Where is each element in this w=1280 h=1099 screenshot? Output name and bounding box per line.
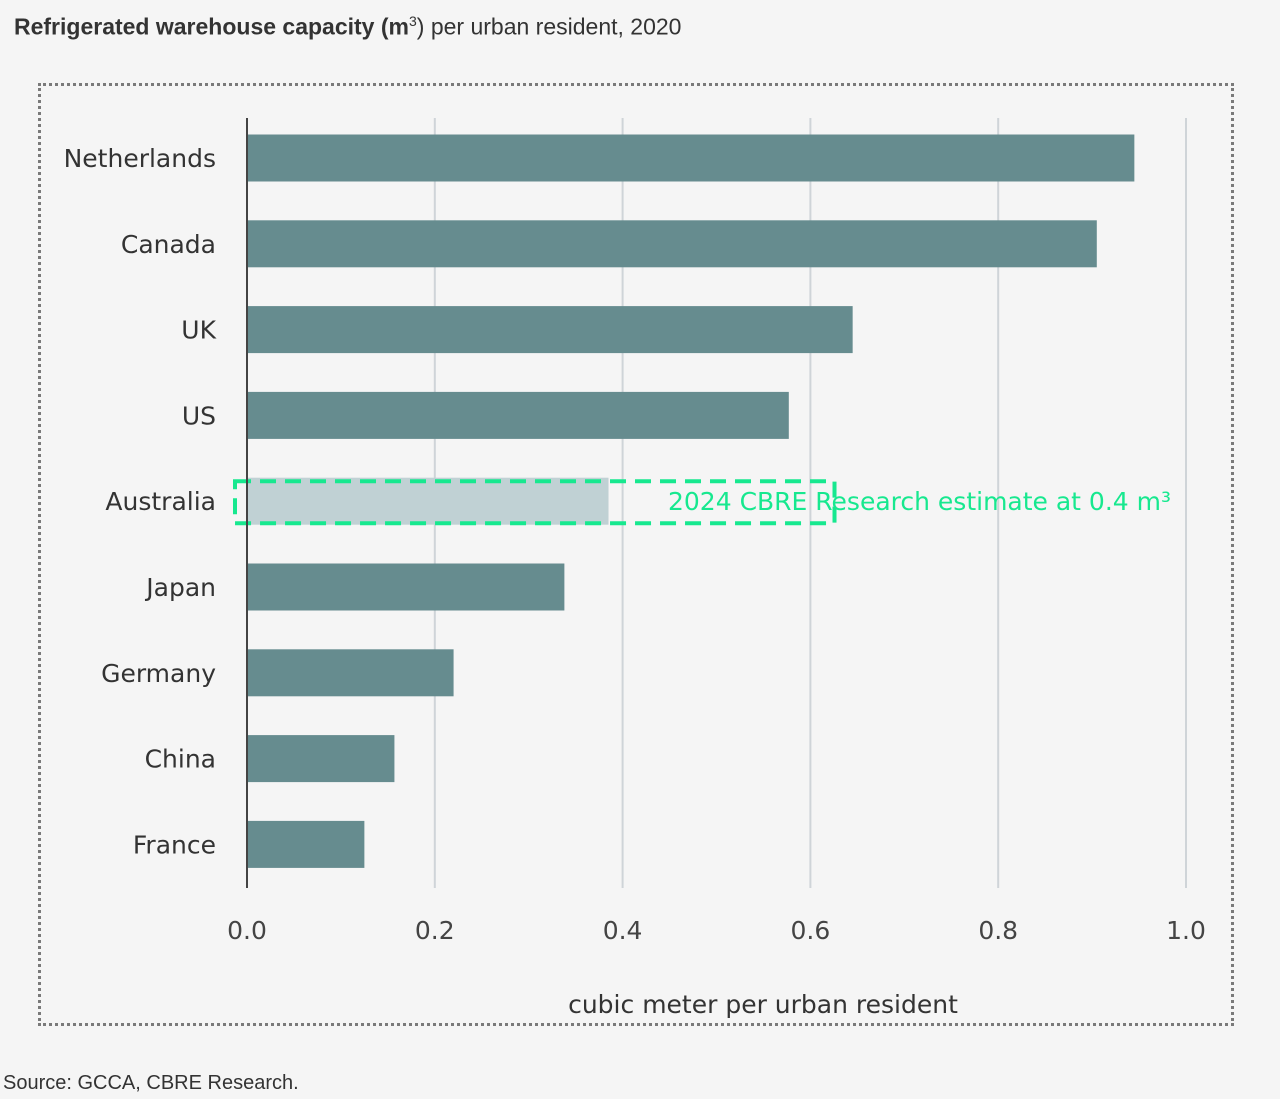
bar-estimate	[247, 477, 609, 525]
chart-title-bold: Refrigerated warehouse capacity (m	[14, 13, 409, 40]
x-tick-label: 0.4	[603, 916, 643, 945]
category-label: UK	[181, 316, 216, 345]
bar	[247, 820, 365, 868]
category-label: Australia	[105, 487, 216, 516]
category-label: Netherlands	[64, 144, 216, 173]
bar	[247, 735, 395, 783]
bar	[247, 134, 1135, 182]
bar	[247, 220, 1097, 268]
chart-title-superscript: 3	[408, 13, 417, 29]
category-label: Canada	[121, 230, 216, 259]
x-tick-label: 0.2	[415, 916, 455, 945]
category-label: Japan	[144, 573, 216, 602]
estimate-highlight-box	[233, 479, 837, 526]
bar	[247, 391, 789, 439]
bar	[247, 649, 454, 697]
x-tick-label: 0.6	[791, 916, 831, 945]
chart-frame	[38, 83, 1234, 1026]
category-label: France	[133, 830, 216, 859]
bar	[247, 563, 565, 611]
bar	[247, 306, 853, 354]
chart-title: Refrigerated warehouse capacity (m3) per…	[14, 13, 681, 41]
category-label: China	[145, 745, 216, 774]
x-tick-label: 0.0	[227, 916, 267, 945]
x-tick-label: 1.0	[1166, 916, 1206, 945]
category-label: US	[182, 401, 216, 430]
x-tick-label: 0.8	[978, 916, 1018, 945]
chart-title-rest: ) per urban resident, 2020	[416, 13, 682, 40]
source-note: Source: GCCA, CBRE Research.	[3, 1072, 299, 1094]
estimate-annotation: 2024 CBRE Research estimate at 0.4 m³	[668, 487, 1171, 516]
category-label: Germany	[101, 659, 216, 688]
x-axis-title: cubic meter per urban resident	[568, 990, 958, 1019]
